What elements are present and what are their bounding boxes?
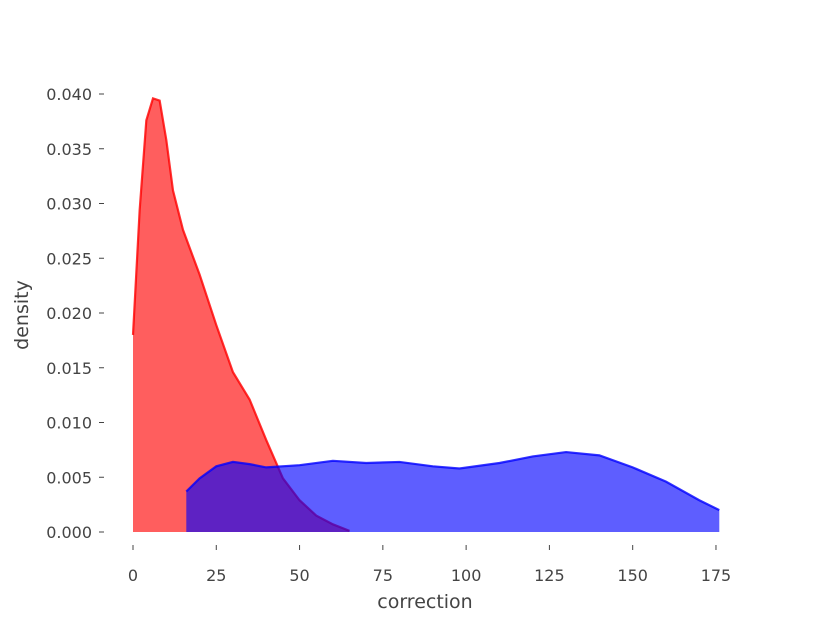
x-tick-label: 0 bbox=[128, 566, 138, 585]
y-tick-label: 0.025 bbox=[46, 249, 92, 268]
y-tick-label: 0.035 bbox=[46, 140, 92, 159]
y-tick-label: 0.020 bbox=[46, 304, 92, 323]
area-fill bbox=[186, 452, 720, 532]
y-tick-label: 0.010 bbox=[46, 414, 92, 433]
y-tick-label: 0.000 bbox=[46, 523, 92, 542]
y-tick-label: 0.005 bbox=[46, 468, 92, 487]
x-tick-label: 75 bbox=[373, 566, 393, 585]
x-tick-label: 25 bbox=[206, 566, 226, 585]
x-tick-label: 50 bbox=[289, 566, 309, 585]
x-tick-label: 100 bbox=[451, 566, 482, 585]
y-axis-label: density bbox=[11, 280, 33, 350]
y-tick-label: 0.030 bbox=[46, 195, 92, 214]
x-tick-label: 175 bbox=[701, 566, 732, 585]
y-tick-label: 0.040 bbox=[46, 85, 92, 104]
y-tick-label: 0.015 bbox=[46, 359, 92, 378]
density-line bbox=[185, 450, 720, 512]
area-fill bbox=[133, 98, 350, 532]
x-tick-label: 150 bbox=[617, 566, 648, 585]
x-tick-label: 125 bbox=[534, 566, 565, 585]
x-axis-label: correction bbox=[377, 591, 472, 613]
